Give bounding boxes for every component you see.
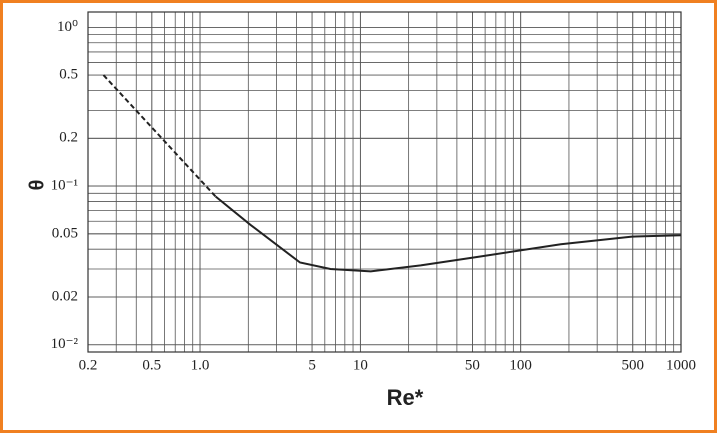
- x-tick-label: 0.5: [142, 357, 161, 373]
- plot-border: [87, 11, 682, 353]
- data-line: [214, 195, 682, 273]
- x-axis-label: Re*: [387, 385, 424, 410]
- y-tick-label: 10⁰: [57, 19, 78, 35]
- y-tick-label: 0.02: [52, 288, 78, 304]
- x-tick-label: 5: [308, 357, 316, 373]
- y-tick-label: 0.05: [52, 225, 78, 241]
- x-tick-label: 1000: [666, 357, 696, 373]
- x-tick-label: 50: [465, 357, 480, 373]
- y-tick-label: 0.2: [59, 130, 78, 146]
- data-line: [102, 74, 217, 198]
- y-tick-label: 0.5: [59, 67, 78, 83]
- x-tick-label: 10: [353, 357, 368, 373]
- y-tick-label: 10⁻²: [51, 336, 79, 352]
- y-axis-label: θ: [26, 180, 48, 191]
- x-tick-label: 500: [621, 357, 644, 373]
- x-tick-label: 0.2: [79, 357, 98, 373]
- y-tick-label: 10⁻¹: [51, 177, 78, 193]
- x-tick-label: 1.0: [191, 357, 210, 373]
- x-tick-label: 100: [509, 357, 532, 373]
